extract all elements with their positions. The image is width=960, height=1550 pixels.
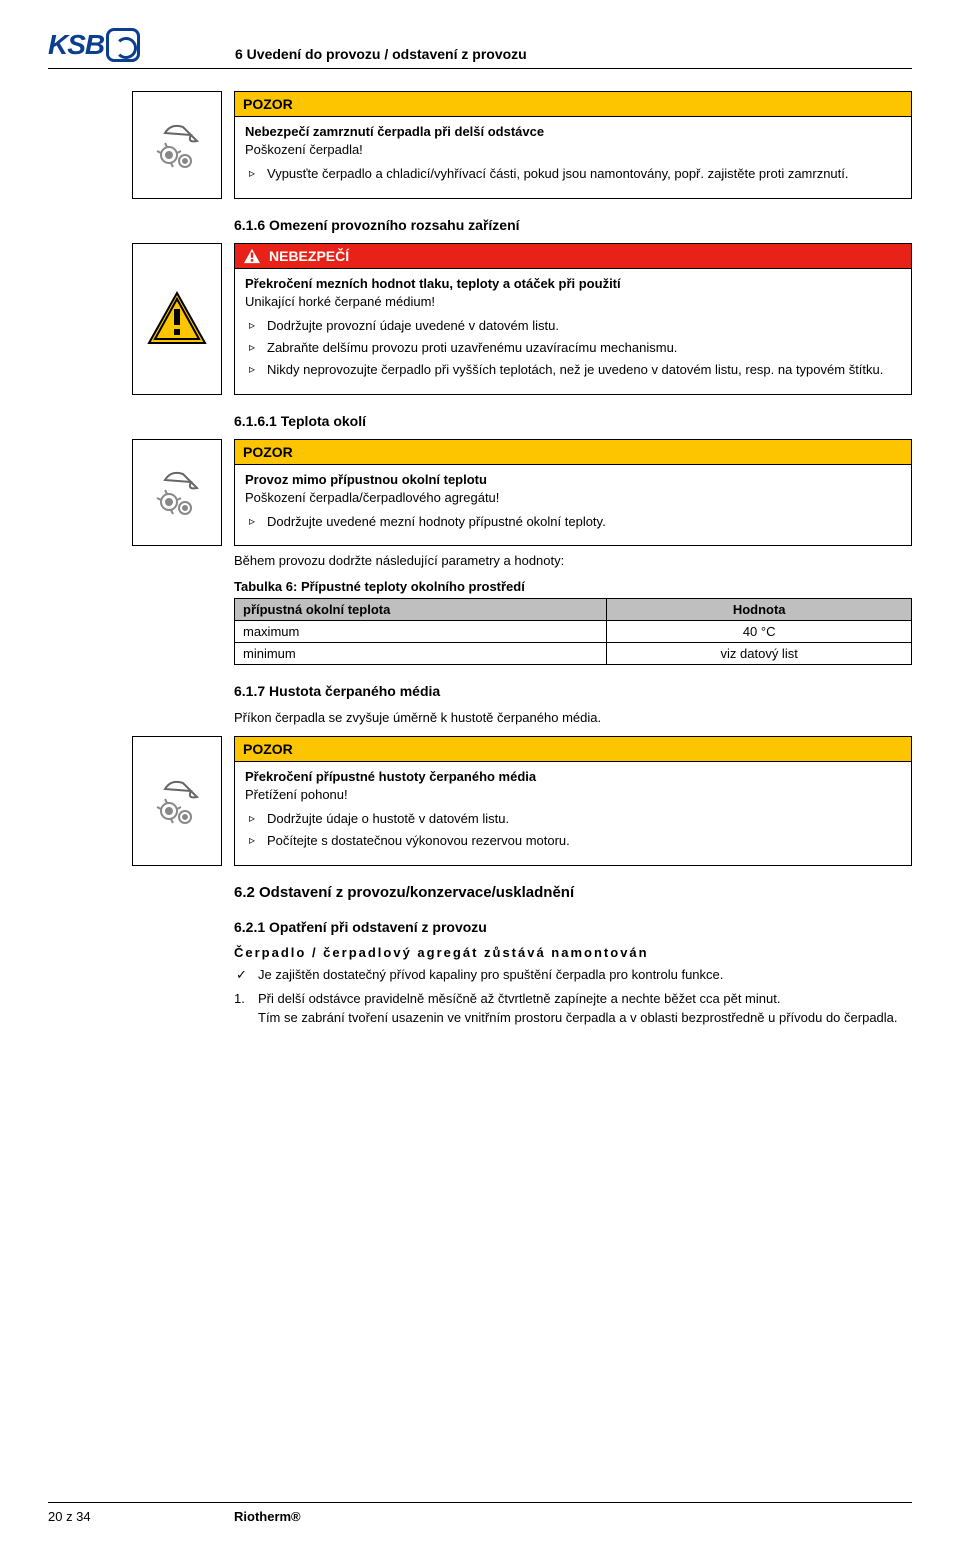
table6-r1c2: 40 °C bbox=[607, 620, 912, 642]
num1-line2: Tím se zabrání tvoření usazenin ve vnitř… bbox=[258, 1010, 898, 1025]
pozor1-plain: Poškození čerpadla! bbox=[245, 142, 363, 157]
page-footer: 20 z 34 Riotherm® bbox=[48, 1502, 912, 1524]
brand-text: KSB bbox=[48, 29, 104, 61]
footer-page-number: 20 z 34 bbox=[48, 1509, 234, 1524]
wrench-gears-icon bbox=[132, 91, 222, 199]
pozor3-item-2: Počítejte s dostatečnou výkonovou rezerv… bbox=[245, 832, 901, 850]
brand-swirl-icon bbox=[106, 28, 140, 62]
heading-616: 6.1.6 Omezení provozního rozsahu zařízen… bbox=[234, 217, 912, 233]
table6-r2c2: viz datový list bbox=[607, 642, 912, 664]
nebezpeci-header: NEBEZPEČÍ bbox=[235, 244, 911, 269]
table6-col2: Hodnota bbox=[607, 598, 912, 620]
check-item-1: Je zajištěn dostatečný přívod kapaliny p… bbox=[234, 966, 912, 985]
pozor1-item: Vypusťte čerpadlo a chladicí/vyhřívací č… bbox=[245, 165, 901, 183]
nebezpeci-box: NEBEZPEČÍ Překročení mezních hodnot tlak… bbox=[234, 243, 912, 395]
pozor3-item-1: Dodržujte údaje o hustotě v datovém list… bbox=[245, 810, 901, 828]
behem-text: Během provozu dodržte následující parame… bbox=[234, 552, 912, 571]
pozor3-header: POZOR bbox=[235, 737, 911, 762]
table6-title: Tabulka 6: Přípustné teploty okolního pr… bbox=[234, 579, 912, 594]
wrench-gears-icon-3 bbox=[132, 736, 222, 866]
nebezpeci-item-3: Nikdy neprovozujte čerpadlo při vyšších … bbox=[245, 361, 901, 379]
pozor-header: POZOR bbox=[235, 92, 911, 117]
table6-r2c1: minimum bbox=[235, 642, 607, 664]
table6-col1: přípustná okolní teplota bbox=[235, 598, 607, 620]
pozor3-bold: Překročení přípustné hustoty čerpaného m… bbox=[245, 768, 901, 786]
nebezpeci-bold: Překročení mezních hodnot tlaku, teploty… bbox=[245, 275, 901, 293]
chapter-title: 6 Uvedení do provozu / odstavení z provo… bbox=[235, 46, 912, 62]
table-6: přípustná okolní teplota Hodnota maximum… bbox=[234, 598, 912, 665]
pozor3-plain: Přetížení pohonu! bbox=[245, 787, 348, 802]
heading-621: 6.2.1 Opatření při odstavení z provozu bbox=[234, 919, 912, 935]
pozor2-item-1: Dodržujte uvedené mezní hodnoty přípustn… bbox=[245, 513, 901, 531]
nebezpeci-plain: Unikající horké čerpané médium! bbox=[245, 294, 435, 309]
nebezpeci-header-text: NEBEZPEČÍ bbox=[269, 248, 349, 264]
pozor2-header: POZOR bbox=[235, 440, 911, 465]
cerpadlo-spaced: Čerpadlo / čerpadlový agregát zůstává na… bbox=[234, 945, 912, 960]
heading-6161: 6.1.6.1 Teplota okolí bbox=[234, 413, 912, 429]
pozor-box-2: POZOR Provoz mimo přípustnou okolní tepl… bbox=[234, 439, 912, 547]
num-item-1: 1. Při delší odstávce pravidelně měsíčně… bbox=[234, 990, 912, 1028]
pozor-box-1: POZOR Nebezpečí zamrznutí čerpadla při d… bbox=[234, 91, 912, 199]
num1-line1: Při delší odstávce pravidelně měsíčně až… bbox=[258, 991, 780, 1006]
prikon-text: Příkon čerpadla se zvyšuje úměrně k hust… bbox=[234, 709, 912, 728]
alert-icon bbox=[243, 248, 261, 264]
page-header: KSB 6 Uvedení do provozu / odstavení z p… bbox=[48, 28, 912, 69]
table6-r1c1: maximum bbox=[235, 620, 607, 642]
pozor2-bold: Provoz mimo přípustnou okolní teplotu bbox=[245, 471, 901, 489]
nebezpeci-item-1: Dodržujte provozní údaje uvedené v datov… bbox=[245, 317, 901, 335]
nebezpeci-item-2: Zabraňte delšímu provozu proti uzavřeném… bbox=[245, 339, 901, 357]
warning-triangle-icon bbox=[132, 243, 222, 395]
pozor2-plain: Poškození čerpadla/čerpadlového agregátu… bbox=[245, 490, 499, 505]
heading-617: 6.1.7 Hustota čerpaného média bbox=[234, 683, 912, 699]
pozor1-bold: Nebezpečí zamrznutí čerpadla při delší o… bbox=[245, 123, 901, 141]
footer-title: Riotherm® bbox=[234, 1509, 301, 1524]
heading-62: 6.2 Odstavení z provozu/konzervace/uskla… bbox=[234, 884, 912, 901]
brand-logo: KSB bbox=[48, 28, 193, 62]
pozor-box-3: POZOR Překročení přípustné hustoty čerpa… bbox=[234, 736, 912, 866]
wrench-gears-icon-2 bbox=[132, 439, 222, 547]
